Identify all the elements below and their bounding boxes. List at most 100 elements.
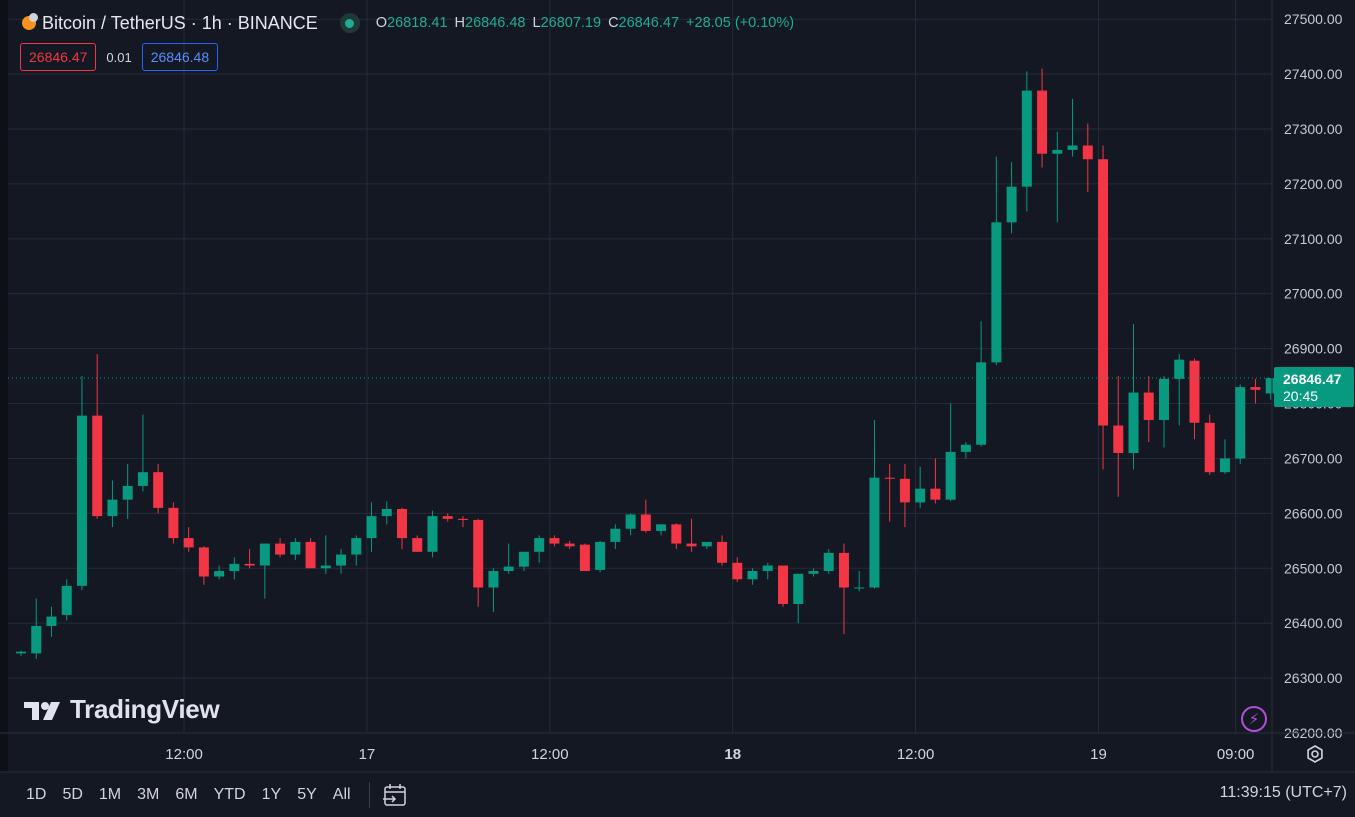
candle[interactable] [275, 538, 286, 558]
gear-icon[interactable] [1305, 744, 1325, 764]
candle[interactable] [427, 510, 438, 558]
candle[interactable] [153, 463, 164, 514]
candle[interactable] [625, 513, 636, 536]
candle[interactable] [214, 565, 225, 580]
candle[interactable] [915, 466, 926, 508]
range-1y[interactable]: 1Y [261, 785, 282, 803]
calendar-goto-icon[interactable] [382, 782, 408, 808]
candle[interactable] [884, 463, 895, 522]
range-all[interactable]: All [332, 785, 351, 803]
buy-button[interactable]: 26846.48 [141, 43, 219, 71]
candle[interactable] [183, 527, 194, 552]
candle[interactable] [1159, 376, 1169, 448]
candle[interactable] [976, 321, 987, 447]
candle[interactable] [381, 501, 392, 525]
candle[interactable] [46, 606, 57, 637]
sell-button[interactable]: 26846.47 [20, 43, 97, 71]
candle[interactable] [960, 441, 971, 459]
candle[interactable] [1128, 323, 1139, 470]
candle[interactable] [945, 403, 956, 502]
candle[interactable] [1082, 123, 1093, 193]
candle[interactable] [290, 538, 301, 561]
range-5d[interactable]: 5D [62, 785, 83, 803]
candle[interactable] [244, 549, 255, 569]
candle[interactable] [1204, 414, 1215, 475]
candle[interactable] [762, 562, 773, 580]
candle[interactable] [366, 502, 377, 552]
candle[interactable] [259, 543, 270, 599]
candle[interactable] [717, 535, 728, 566]
range-ytd[interactable]: YTD [213, 785, 246, 803]
candle[interactable] [168, 502, 179, 544]
candle[interactable] [534, 535, 545, 563]
candle[interactable] [838, 543, 849, 635]
candle[interactable] [808, 568, 819, 577]
candle[interactable] [107, 480, 118, 528]
candle[interactable] [1265, 378, 1276, 400]
range-1m[interactable]: 1M [98, 785, 122, 803]
candle[interactable] [1098, 145, 1109, 470]
candle[interactable] [747, 568, 758, 585]
candle[interactable] [869, 420, 880, 589]
candle[interactable] [442, 513, 453, 522]
candle[interactable] [1067, 98, 1078, 157]
candle[interactable] [579, 543, 590, 572]
candle[interactable] [564, 540, 575, 550]
candle[interactable] [610, 524, 621, 550]
lightning-icon[interactable]: ⚡ [1241, 706, 1267, 732]
candle[interactable] [336, 549, 347, 574]
candle[interactable] [397, 507, 407, 550]
candle[interactable] [457, 516, 468, 528]
candle[interactable] [656, 524, 667, 536]
candle[interactable] [518, 551, 529, 572]
candle[interactable] [76, 376, 87, 591]
candle[interactable] [198, 546, 209, 585]
candle[interactable] [473, 518, 484, 607]
candle[interactable] [122, 463, 133, 519]
candle[interactable] [1250, 378, 1261, 404]
candle[interactable] [412, 535, 423, 552]
candle[interactable] [1189, 358, 1200, 440]
candle[interactable] [320, 535, 331, 574]
candle[interactable] [930, 458, 941, 504]
candle[interactable] [1052, 131, 1063, 223]
candle[interactable] [1113, 376, 1124, 497]
range-1d[interactable]: 1D [26, 785, 47, 803]
candle[interactable] [899, 463, 910, 528]
candle[interactable] [1235, 384, 1246, 464]
candle[interactable] [1174, 354, 1185, 426]
candle[interactable] [701, 541, 712, 550]
candle[interactable] [503, 543, 514, 574]
candle[interactable] [549, 535, 560, 547]
range-5y[interactable]: 5Y [297, 785, 317, 803]
range-6m[interactable]: 6M [175, 785, 198, 803]
candle[interactable] [854, 571, 865, 592]
candle[interactable] [137, 414, 148, 492]
candle[interactable] [595, 540, 606, 573]
candle[interactable] [732, 557, 743, 583]
symbol-title[interactable]: Bitcoin / TetherUS · 1h · BINANCE [42, 12, 318, 33]
timezone-clock[interactable]: 11:39:15 (UTC+7) [1219, 784, 1347, 801]
candle[interactable] [778, 565, 788, 607]
candle[interactable] [686, 518, 697, 552]
candle[interactable] [991, 156, 1002, 366]
candle[interactable] [305, 538, 316, 569]
candle[interactable] [92, 354, 103, 519]
candle[interactable] [1143, 376, 1154, 442]
candle[interactable] [793, 573, 804, 624]
candle[interactable] [1219, 439, 1230, 474]
candle[interactable] [640, 499, 651, 533]
candle[interactable] [1006, 161, 1017, 234]
candle[interactable] [1021, 71, 1032, 212]
candle[interactable] [31, 598, 42, 659]
range-3m[interactable]: 3M [137, 785, 160, 803]
candle[interactable] [16, 650, 26, 657]
candle[interactable] [229, 557, 240, 580]
tradingview-logo[interactable]: TradingView [24, 694, 220, 725]
candle[interactable] [1037, 68, 1048, 168]
candle[interactable] [488, 568, 499, 613]
candle[interactable] [671, 523, 682, 550]
candle[interactable] [61, 579, 72, 621]
candle[interactable] [823, 549, 834, 574]
